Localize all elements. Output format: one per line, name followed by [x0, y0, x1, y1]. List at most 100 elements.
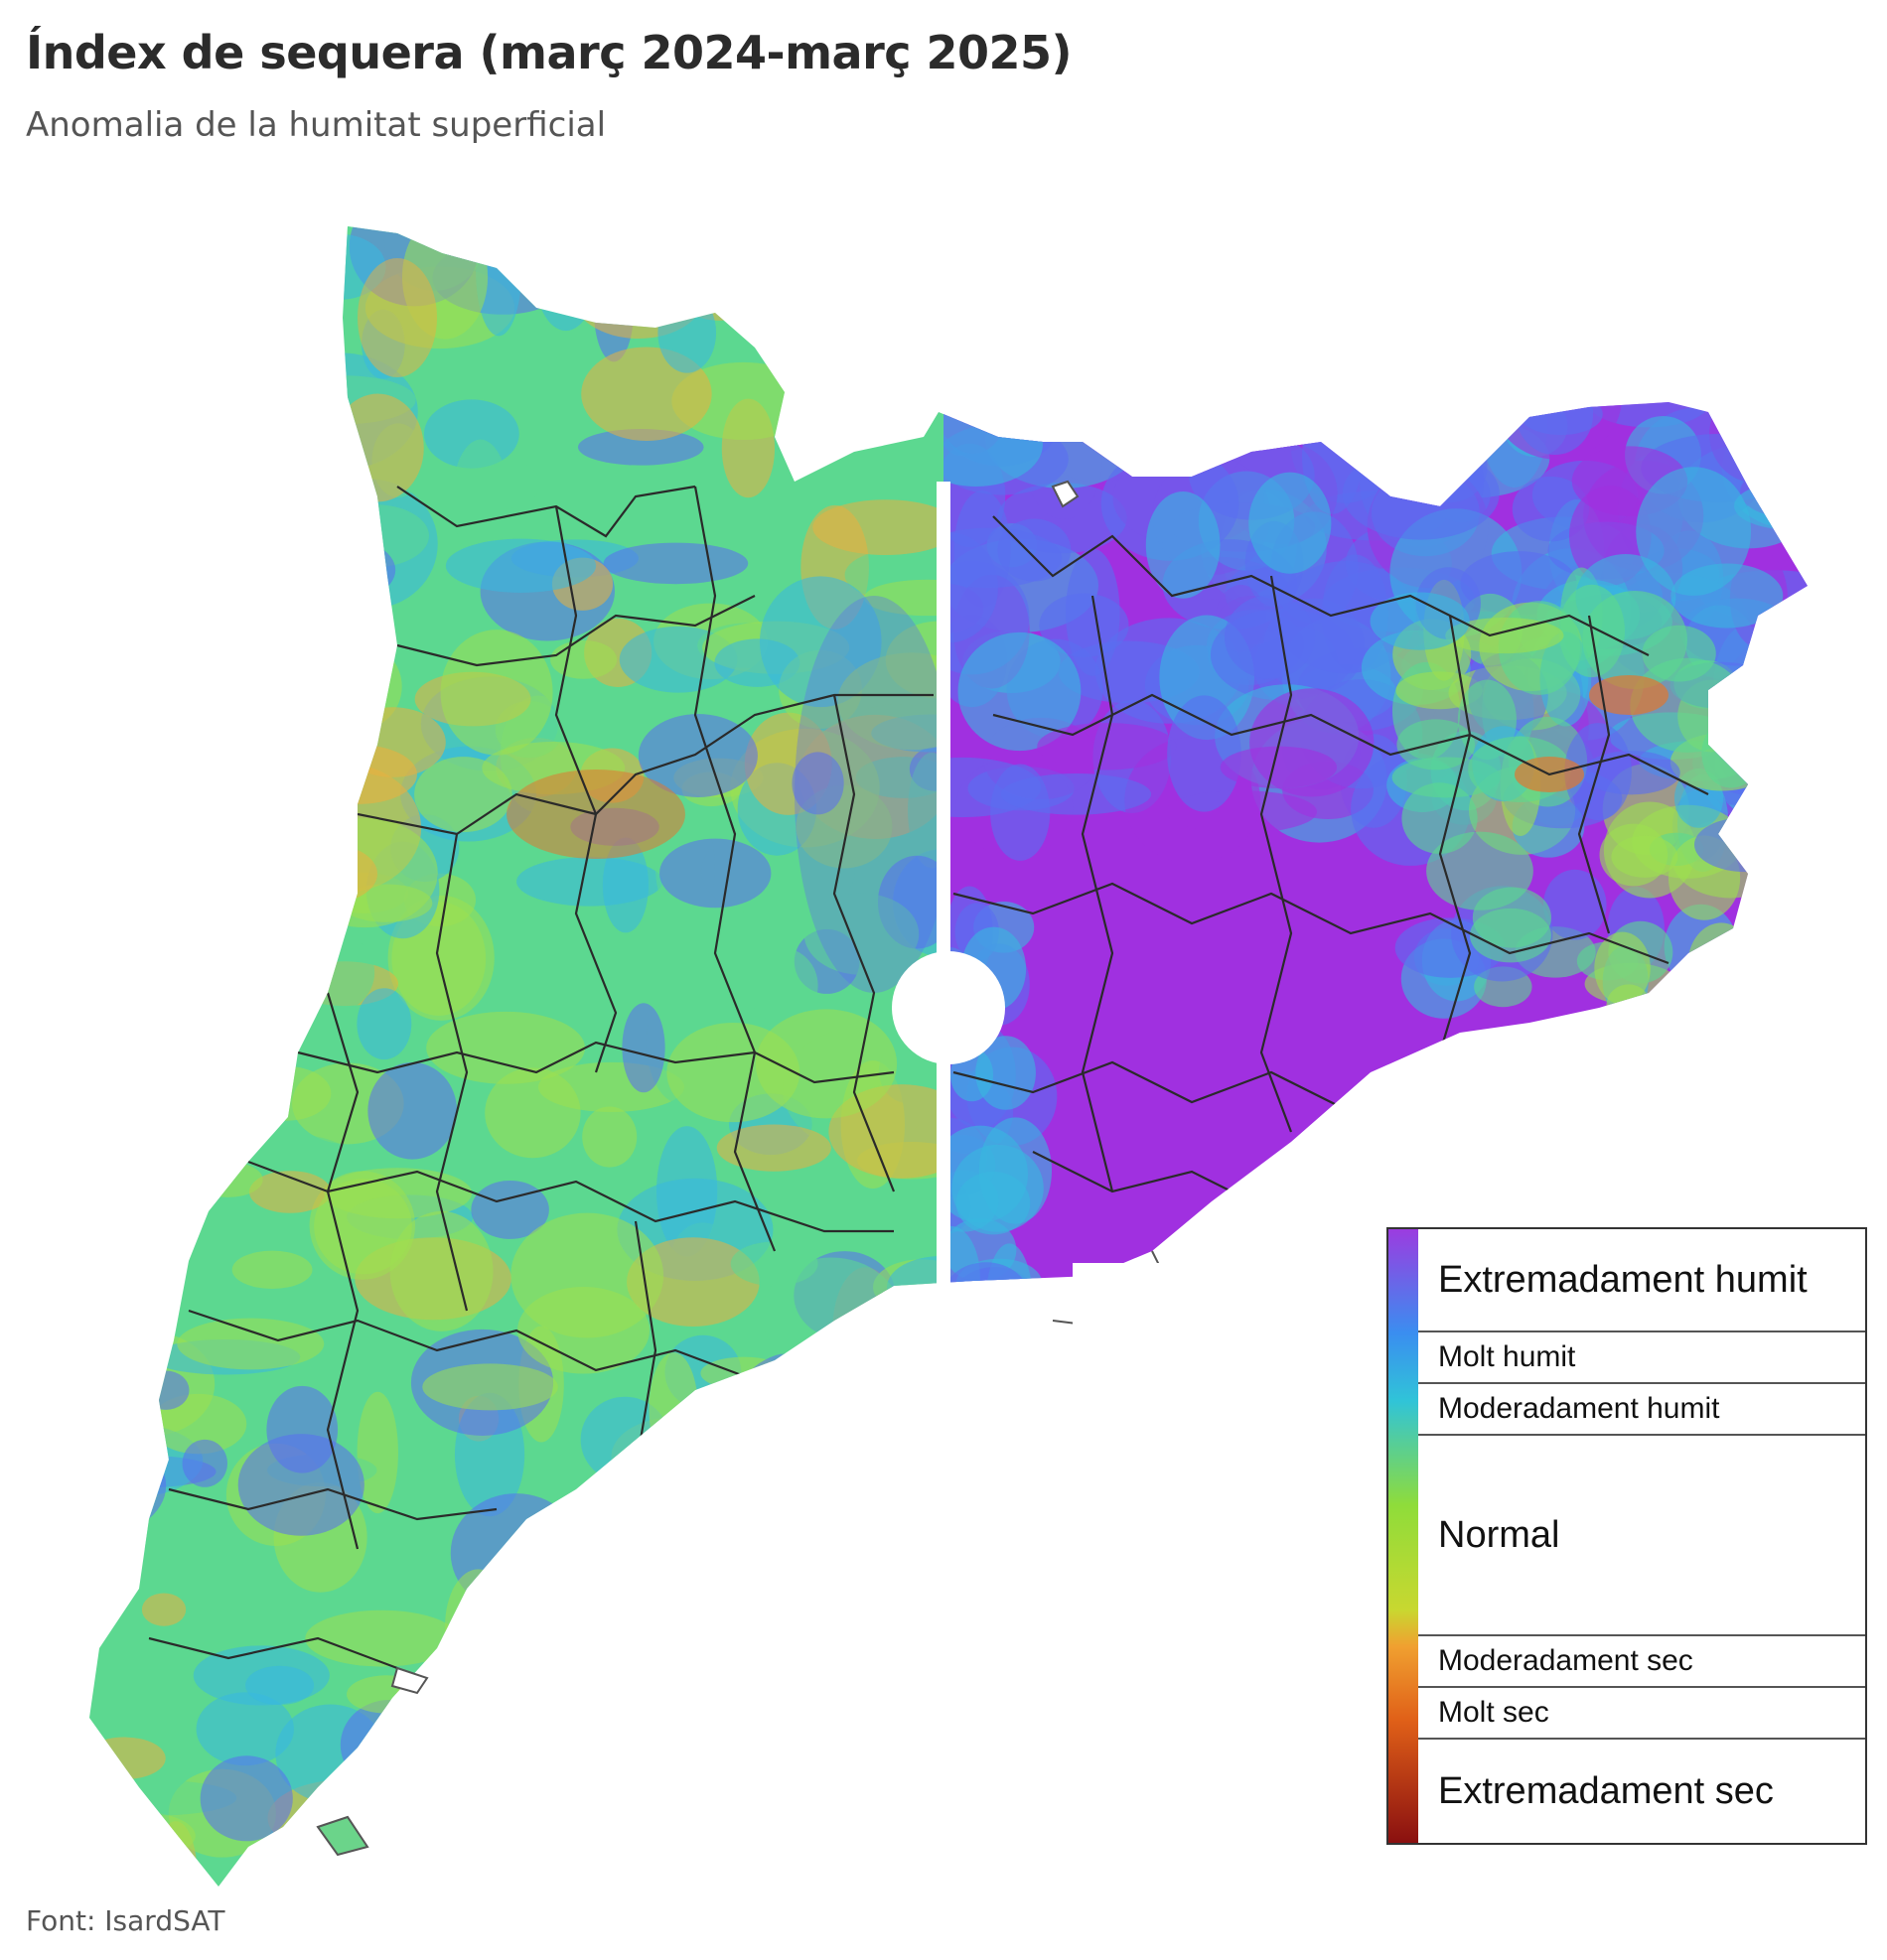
- map-cell: [450, 1493, 582, 1613]
- map-cell: [559, 1656, 657, 1758]
- legend-item-normal: Normal: [1418, 1434, 1865, 1634]
- map-cell: [89, 839, 155, 879]
- map-cell: [1224, 595, 1316, 679]
- map-cell: [842, 1747, 893, 1843]
- legend-label: Moderadament humit: [1438, 1392, 1720, 1425]
- map-cell: [531, 1722, 643, 1819]
- legend-label: Moderadament sec: [1438, 1644, 1693, 1677]
- map-cell: [834, 273, 944, 319]
- legend-label: Molt humit: [1438, 1340, 1576, 1373]
- legend-item-extremely-wet: Extremadament humit: [1418, 1229, 1865, 1330]
- map-cell: [825, 1329, 944, 1370]
- map-cell: [200, 606, 303, 649]
- map-cell: [89, 1451, 151, 1563]
- map-cell: [657, 292, 717, 373]
- map-cell: [242, 1065, 332, 1121]
- comarca-borders: [148, 485, 1709, 1670]
- map-cell: [863, 579, 944, 617]
- map-cell: [1469, 908, 1551, 963]
- map-cell: [1752, 728, 1808, 798]
- map-cell: [805, 1404, 916, 1521]
- map-cell: [1716, 697, 1808, 762]
- map-cell: [1342, 447, 1500, 540]
- map-cell: [649, 1352, 698, 1467]
- map-cell: [898, 1659, 944, 1749]
- map-cell: [273, 929, 375, 1017]
- map-cell: [209, 761, 292, 841]
- map-cell: [602, 837, 649, 933]
- map-cell: [241, 676, 332, 751]
- map-cell: [752, 1586, 897, 1657]
- legend-item-very-dry: Molt sec: [1418, 1686, 1865, 1738]
- legend-item-very-wet: Molt humit: [1418, 1330, 1865, 1382]
- map-cell: [710, 1624, 806, 1724]
- map-cell: [357, 1391, 398, 1514]
- map-cell: [1594, 931, 1651, 1005]
- map-cell: [628, 1596, 778, 1637]
- map-cell: [1220, 746, 1338, 788]
- map-cell: [340, 1699, 439, 1790]
- map-cell: [550, 639, 618, 679]
- map-cell: [837, 652, 944, 751]
- map-cell: [213, 319, 299, 436]
- map-cell: [534, 226, 597, 332]
- map-cell: [357, 988, 412, 1060]
- map-cell: [89, 912, 116, 997]
- map-cell: [89, 848, 192, 950]
- map-cell: [878, 303, 944, 398]
- map-cell: [944, 1262, 1031, 1337]
- map-cell: [725, 1731, 832, 1779]
- map-cell: [582, 1106, 638, 1168]
- map-cell: [120, 246, 243, 354]
- map-cell: [231, 226, 331, 271]
- map-cell: [622, 1003, 665, 1093]
- map-left-panel: [89, 226, 944, 1887]
- map-cell: [724, 1564, 807, 1641]
- map-cell: [1642, 625, 1716, 682]
- map-cell: [747, 947, 818, 1024]
- map-cell: [577, 429, 704, 466]
- map-cell: [816, 1383, 912, 1445]
- map-cell: [149, 1393, 247, 1455]
- legend-item-moderately-dry: Moderadament sec: [1418, 1634, 1865, 1686]
- map-cell: [89, 1002, 237, 1126]
- map-cell: [862, 1770, 905, 1817]
- map-cell: [732, 1352, 855, 1477]
- map-cell: [381, 1799, 434, 1863]
- comparison-handle[interactable]: [892, 951, 1005, 1064]
- map-cell: [89, 698, 177, 761]
- map-cell: [173, 400, 293, 520]
- map-cell: [182, 1439, 227, 1487]
- map-cell: [445, 538, 597, 593]
- map-cell: [193, 1162, 263, 1197]
- map-cell: [1670, 563, 1784, 629]
- map-cell: [248, 1171, 332, 1213]
- map-cell: [1000, 773, 1152, 815]
- map-cell: [826, 280, 944, 394]
- map-cell: [183, 915, 270, 1034]
- map-cell: [1368, 350, 1474, 459]
- map-cell: [790, 303, 860, 386]
- legend-item-extremely-dry: Extremadament sec: [1418, 1738, 1865, 1843]
- legend-label: Normal: [1438, 1513, 1560, 1556]
- map-cell: [141, 1593, 187, 1626]
- map-cell: [809, 1764, 938, 1809]
- map-cell: [298, 745, 417, 804]
- map-cell: [957, 631, 1082, 752]
- map-cell: [843, 1619, 925, 1683]
- map-cell: [342, 592, 390, 718]
- map-cell: [145, 1012, 300, 1082]
- map-cell: [89, 1029, 184, 1152]
- map-cell: [201, 846, 252, 966]
- map-cell: [695, 1399, 811, 1517]
- legend-label: Molt sec: [1438, 1696, 1549, 1729]
- map-cell: [445, 1569, 511, 1683]
- map-cell: [326, 480, 369, 609]
- map-cell: [593, 259, 634, 362]
- map-cell: [278, 844, 377, 904]
- map-cell: [367, 1061, 458, 1160]
- map-cell: [1728, 737, 1787, 777]
- map-cell: [925, 1560, 944, 1658]
- map-cell: [196, 1692, 294, 1766]
- map-cell: [1696, 942, 1770, 982]
